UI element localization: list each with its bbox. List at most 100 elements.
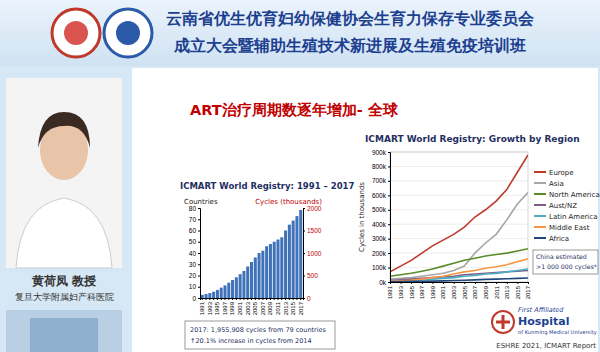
- logo-center: [116, 21, 140, 45]
- x-axis-tick-mark: [285, 298, 286, 300]
- x-axis-tick-mark: [390, 282, 391, 284]
- x-axis-tick: 1995: [214, 298, 220, 315]
- y-axis-tick-mark: [388, 195, 390, 196]
- y-axis-tick: 100k: [372, 264, 390, 271]
- annotation: 2017: 1,955,908 cycles from 79 countries: [190, 326, 327, 334]
- y-axis-tick-mark: [388, 210, 390, 211]
- y-axis-tick-label: 800k: [372, 163, 387, 170]
- x-axis-tick-label: 2015: [515, 285, 521, 299]
- x-axis-tick-label: 1995: [409, 285, 415, 299]
- x-axis-tick-label: 1999: [229, 301, 235, 315]
- y2-axis-line: [304, 209, 306, 299]
- bar: [205, 294, 208, 298]
- y-axis-tick-label: 40: [189, 250, 197, 257]
- y2-axis-tick: 0: [303, 295, 311, 302]
- x-axis-tick-label: 1995: [214, 301, 220, 315]
- x-axis-tick-mark: [517, 282, 518, 284]
- x-axis-tick-mark: [289, 298, 290, 300]
- y-axis-tick-mark: [198, 276, 200, 277]
- legend-swatch: [534, 226, 546, 228]
- hospital-logo-cross: [496, 315, 510, 329]
- legend-label: North America: [549, 191, 600, 199]
- annotation: ↑20.1% increase in cycles from 2014: [190, 337, 312, 345]
- x-axis-tick: [266, 298, 267, 300]
- x-axis-tick-mark: [281, 298, 282, 300]
- x-axis-tick-mark: [255, 298, 256, 300]
- y-axis-tick-mark: [198, 264, 200, 265]
- building: [6, 310, 122, 352]
- x-axis-tick-mark: [243, 298, 244, 300]
- logo-center: [64, 21, 88, 45]
- x-axis-tick-mark: [401, 282, 402, 284]
- header-line: 成立大会暨辅助生殖技术新进展及生殖免疫培训班: [173, 36, 526, 55]
- y2-axis-tick: 1500: [303, 227, 322, 234]
- x-axis-tick-label: 2003: [451, 285, 457, 299]
- x-axis-tick: [228, 298, 229, 300]
- x-axis-tick-label: 2013: [283, 301, 289, 315]
- x-axis-tick: 2001: [440, 282, 446, 299]
- grid: [390, 152, 528, 282]
- bar: [273, 242, 276, 298]
- y-axis-tick-label: 500k: [372, 206, 387, 213]
- building-block: [30, 318, 98, 352]
- lines: [390, 155, 528, 282]
- x-axis-tick: [236, 298, 237, 300]
- y-axis-tick-mark: [388, 166, 390, 167]
- chart-bar: ICMART World Registry: 1991 – 2017010203…: [180, 181, 355, 349]
- bar: [242, 271, 245, 298]
- x-axis-tick: 2013: [504, 282, 510, 299]
- bar: [201, 295, 204, 298]
- y-axis-line: [388, 153, 391, 283]
- bar: [216, 290, 219, 298]
- bar: [235, 277, 238, 298]
- bar: [208, 293, 211, 298]
- x-axis-tick: 2007: [472, 282, 478, 299]
- x-axis-tick-mark: [432, 282, 433, 284]
- grid-line: [390, 180, 528, 181]
- x-axis-tick: [289, 298, 290, 300]
- x-axis-tick-label: 2013: [504, 285, 510, 299]
- y2-axis-tick-label: 500: [307, 272, 318, 279]
- x-axis-tick-label: 2001: [237, 301, 243, 315]
- x-axis-tick: 1993: [398, 282, 404, 299]
- series-line: [390, 278, 528, 282]
- y-axis-tick-label: 900k: [372, 149, 387, 156]
- y2-axis-tick-label: 1000: [307, 250, 322, 257]
- x-axis-tick: 2015: [515, 282, 521, 299]
- slide-title: ART治疗周期数逐年增加- 全球: [190, 102, 399, 118]
- y-axis-tick: 600k: [372, 192, 390, 199]
- bar: [292, 221, 295, 298]
- y-axis-tick-label: 600k: [372, 192, 387, 199]
- bar: [223, 285, 226, 298]
- y-axis-tick-mark: [388, 268, 390, 269]
- y-axis-tick: 0: [192, 295, 200, 302]
- y-axis-tick-label: 400k: [372, 221, 387, 228]
- x-axis-tick-mark: [259, 298, 260, 300]
- legend-label: Africa: [549, 235, 569, 243]
- bar: [231, 280, 234, 298]
- x-axis-tick-mark: [266, 298, 267, 300]
- x-axis: 1991199319951997199920012003200520072009…: [199, 298, 303, 315]
- y-axis: 01020304050607080: [189, 205, 201, 302]
- grid-line: [390, 195, 528, 196]
- x-axis-tick: 2009: [483, 282, 489, 299]
- series-line: [390, 269, 528, 281]
- y-axis-tick-label: 20: [189, 272, 197, 279]
- y-axis-tick-label: 50: [189, 238, 197, 245]
- background: [0, 0, 600, 352]
- y-axis-tick-label: 60: [189, 227, 197, 234]
- y-axis-tick-label: 30: [189, 261, 197, 268]
- x-axis-tick-label: 2011: [494, 285, 500, 299]
- hospital-logo: [492, 311, 514, 333]
- x-axis-tick-mark: [454, 282, 455, 284]
- x-axis-tick-mark: [486, 282, 487, 284]
- x-axis-tick-mark: [209, 298, 210, 300]
- y-axis-tick-mark: [388, 181, 390, 182]
- grid-line: [390, 224, 528, 225]
- x-axis-tick: 1995: [409, 282, 415, 299]
- bar: [227, 283, 230, 298]
- x-axis-tick-mark: [262, 298, 263, 300]
- y2-axis-tick: 1000: [303, 250, 322, 257]
- x-axis-tick-label: 1999: [430, 285, 436, 299]
- x-axis-tick: 2009: [267, 298, 273, 315]
